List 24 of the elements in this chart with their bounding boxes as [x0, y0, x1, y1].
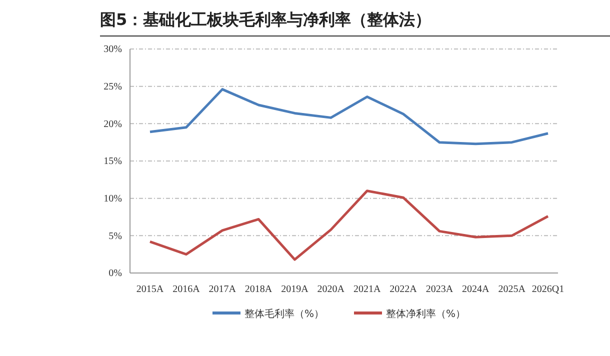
legend-label: 整体毛利率（%） — [244, 308, 324, 320]
y-tick-label: 10% — [104, 194, 122, 205]
y-tick-label: 5% — [108, 230, 122, 242]
x-tick-label: 2018A — [244, 284, 273, 296]
x-tick-label: 2019A — [281, 284, 310, 296]
line-series — [148, 190, 550, 261]
y-tick-label: 25% — [104, 82, 122, 93]
line-series — [148, 88, 550, 146]
x-tick-label: 2016A — [172, 284, 201, 296]
x-tick-label: 2023A — [426, 284, 454, 296]
x-tick-label: 2015A — [136, 284, 164, 296]
y-tick-label: 30% — [104, 44, 122, 56]
x-tick-label: 2021A — [353, 284, 382, 296]
y-tick-label: 20% — [104, 118, 122, 130]
legend-label: 整体净利率（%） — [386, 308, 466, 320]
x-tick-label: 2022A — [390, 284, 418, 296]
y-tick-label: 15% — [104, 156, 122, 168]
x-tick-label: 2026Q1 — [532, 284, 564, 296]
y-tick-label: 0% — [108, 268, 122, 280]
x-tick-label: 2020A — [317, 284, 346, 296]
chart-title: 图5：基础化工板块毛利率与净利率（整体法） — [100, 10, 432, 29]
x-tick-label: 2017A — [208, 284, 237, 296]
x-tick-label: 2024A — [462, 284, 490, 296]
x-tick-label: 2025A — [498, 284, 526, 296]
